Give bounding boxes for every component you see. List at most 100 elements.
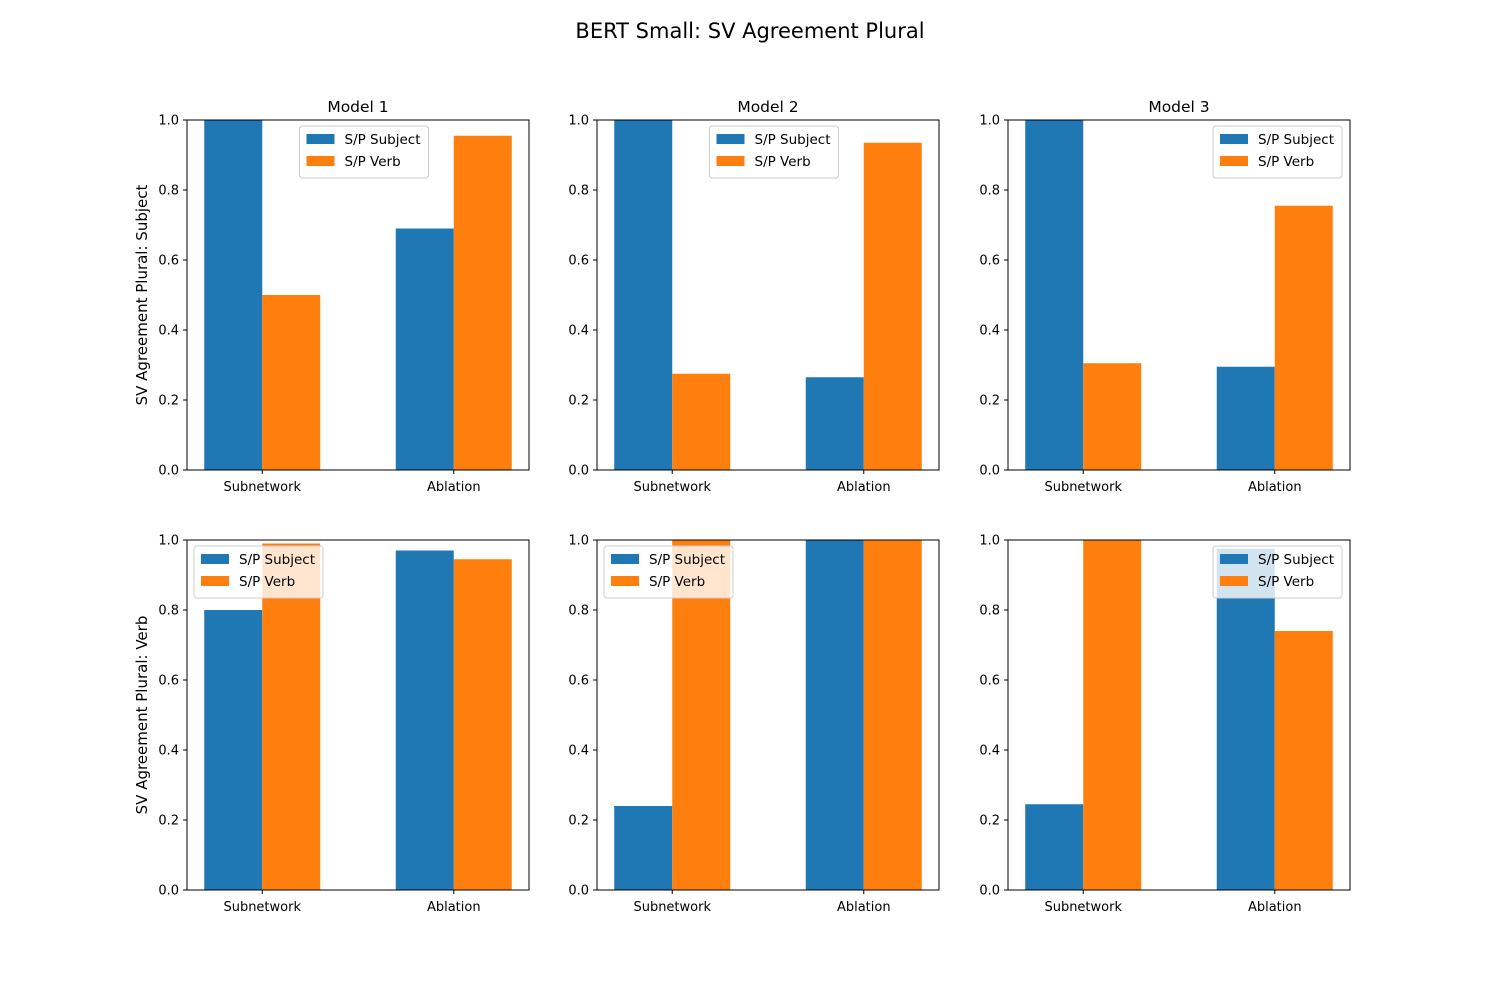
subplot-panel: 0.0 0.2 0.4 0.6 0.8 1.0 Subnetwork Ablation S/P …	[568, 534, 940, 915]
y-tick-label: 0.0	[979, 464, 1000, 479]
axes-frame	[186, 119, 530, 471]
y-tick-label: 0.2	[158, 394, 179, 409]
bar-sp-verb	[453, 559, 512, 890]
y-tick-label: 0.2	[979, 814, 1000, 829]
y-tick-label: 1.0	[568, 114, 589, 129]
y-tick-label: 0.6	[979, 674, 1000, 689]
subplot-panel: 0.0 0.2 0.4 0.6 0.8 1.0 Subnetwork Ablation Mode…	[568, 98, 940, 495]
axes-frame	[186, 539, 530, 891]
subplot-panel: 0.0 0.2 0.4 0.6 0.8 1.0 Subnetwork Ablation S/P …	[979, 534, 1351, 915]
legend-swatch	[201, 554, 229, 564]
y-tick-label: 0.6	[158, 674, 179, 689]
legend-swatch	[1220, 134, 1248, 144]
y-tick-label: 1.0	[158, 114, 179, 129]
bar-sp-verb	[262, 295, 321, 470]
x-tick-label: Subnetwork	[223, 480, 301, 495]
bar-sp-subject	[614, 120, 673, 470]
legend-entry: S/P Verb	[1258, 154, 1314, 170]
subplot-title: Model 1	[327, 98, 388, 116]
y-tick-label: 1.0	[158, 534, 179, 549]
legend: S/P Subject S/P Verb	[1212, 545, 1343, 599]
figure-title: BERT Small: SV Agreement Plural	[575, 19, 924, 43]
y-axis-label: SV Agreement Plural: Subject	[133, 185, 151, 406]
y-tick-label: 0.6	[568, 254, 589, 269]
legend-entry: S/P Subject	[1258, 132, 1334, 148]
y-tick-label: 0.0	[979, 884, 1000, 899]
bar-sp-subject	[204, 610, 263, 890]
legend-swatch	[201, 576, 229, 586]
bar-sp-verb	[1274, 631, 1333, 890]
y-tick-label: 1.0	[979, 114, 1000, 129]
legend: S/P Subject S/P Verb	[603, 545, 734, 599]
subplot-title: Model 3	[1148, 98, 1209, 116]
y-tick-label: 0.0	[158, 884, 179, 899]
x-tick-label: Ablation	[1248, 900, 1302, 915]
y-tick-label: 0.8	[158, 604, 179, 619]
x-tick-label: Subnetwork	[1044, 480, 1122, 495]
subplot-title: Model 2	[737, 98, 798, 116]
legend-entry: S/P Subject	[755, 132, 831, 148]
bar-sp-verb	[262, 543, 321, 890]
legend-entry: S/P Subject	[239, 552, 315, 568]
y-tick-label: 0.8	[979, 604, 1000, 619]
subplot-panel: 0.0 0.2 0.4 0.6 0.8 1.0 Subnetwork Ablation Mode…	[979, 98, 1351, 495]
bar-sp-verb	[1083, 540, 1142, 890]
y-tick-label: 0.8	[979, 184, 1000, 199]
subplot-panel: 0.0 0.2 0.4 0.6 0.8 1.0 Subnetwork Ablation SV A…	[133, 534, 530, 915]
y-tick-label: 0.8	[158, 184, 179, 199]
y-tick-label: 0.2	[158, 814, 179, 829]
x-tick-label: Subnetwork	[223, 900, 301, 915]
legend: S/P Subject S/P Verb	[193, 545, 324, 599]
x-tick-label: Subnetwork	[633, 480, 711, 495]
legend: S/P Subject S/P Verb	[1212, 125, 1343, 179]
y-tick-label: 0.6	[158, 254, 179, 269]
bar-sp-subject	[1216, 548, 1275, 890]
legend-entry: S/P Subject	[345, 132, 421, 148]
axes-frame	[596, 539, 940, 891]
legend-swatch	[1220, 554, 1248, 564]
subplot-panel: 0.0 0.2 0.4 0.6 0.8 1.0 Subnetwork Ablation Mode…	[133, 98, 530, 495]
x-tick-label: Ablation	[837, 900, 891, 915]
legend-swatch	[716, 156, 745, 166]
y-tick-label: 0.4	[568, 744, 589, 759]
legend-entry: S/P Verb	[345, 154, 401, 170]
y-tick-label: 0.4	[158, 324, 179, 339]
y-tick-label: 0.2	[979, 394, 1000, 409]
y-tick-label: 1.0	[568, 534, 589, 549]
legend: S/P Subject S/P Verb	[299, 125, 429, 179]
bar-sp-verb	[672, 373, 731, 470]
legend-entry: S/P Verb	[1258, 574, 1314, 590]
y-tick-label: 0.6	[568, 674, 589, 689]
y-tick-label: 0.0	[568, 464, 589, 479]
legend-swatch	[716, 134, 745, 144]
subplot-grid: 0.0 0.2 0.4 0.6 0.8 1.0 Subnetwork Ablation Mode…	[133, 98, 1351, 915]
bar-sp-verb	[863, 540, 922, 890]
bar-sp-subject	[395, 228, 454, 470]
y-tick-label: 0.8	[568, 604, 589, 619]
legend-entry: S/P Verb	[239, 574, 295, 590]
y-tick-label: 0.8	[568, 184, 589, 199]
legend: S/P Subject S/P Verb	[709, 125, 839, 179]
bar-sp-verb	[1083, 363, 1142, 470]
bar-sp-subject	[1216, 366, 1275, 470]
y-tick-label: 0.6	[979, 254, 1000, 269]
legend-swatch	[306, 134, 335, 144]
bar-sp-subject	[1025, 804, 1084, 890]
bar-sp-subject	[805, 540, 864, 890]
legend-entry: S/P Subject	[649, 552, 725, 568]
y-tick-label: 0.0	[158, 464, 179, 479]
bar-sp-verb	[1274, 205, 1333, 470]
legend-swatch	[611, 554, 639, 564]
axes-frame	[596, 119, 940, 471]
y-tick-label: 0.0	[568, 884, 589, 899]
x-tick-label: Subnetwork	[633, 900, 711, 915]
legend-swatch	[306, 156, 335, 166]
bar-sp-subject	[395, 550, 454, 890]
y-tick-label: 0.4	[158, 744, 179, 759]
x-tick-label: Subnetwork	[1044, 900, 1122, 915]
bar-sp-subject	[805, 377, 864, 470]
legend-entry: S/P Verb	[755, 154, 811, 170]
legend-entry: S/P Subject	[1258, 552, 1334, 568]
axes-frame	[1007, 119, 1351, 471]
